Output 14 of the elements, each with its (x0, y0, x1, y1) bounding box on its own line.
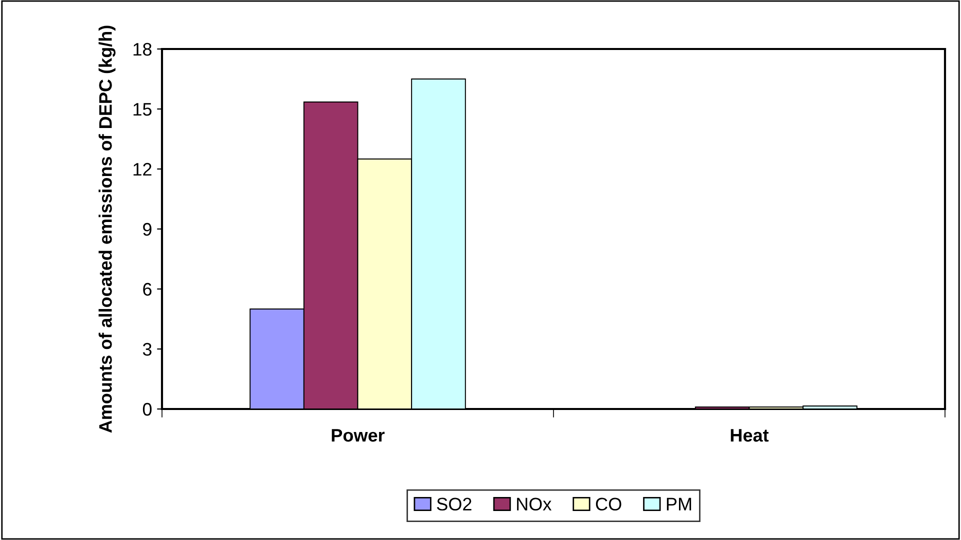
y-tick-label: 0 (142, 402, 152, 416)
legend-label: NOx (517, 498, 552, 511)
y-tick-label: 3 (142, 342, 152, 356)
x-tick-label: Heat (730, 429, 769, 442)
y-axis-title: Amounts of allocated emissions of DEPC (kg/h) (98, 26, 116, 433)
y-tick-label: 9 (143, 222, 152, 236)
y-tick-label: 15 (134, 103, 152, 116)
legend-label: CO (596, 498, 622, 511)
y-tick-label: 18 (134, 42, 152, 56)
x-tick-label: Power (332, 429, 385, 442)
legend-label: SO2 (436, 498, 472, 511)
legend-label: PM (666, 498, 692, 510)
y-tick-label: 12 (134, 162, 152, 176)
y-tick-label: 6 (143, 282, 152, 296)
